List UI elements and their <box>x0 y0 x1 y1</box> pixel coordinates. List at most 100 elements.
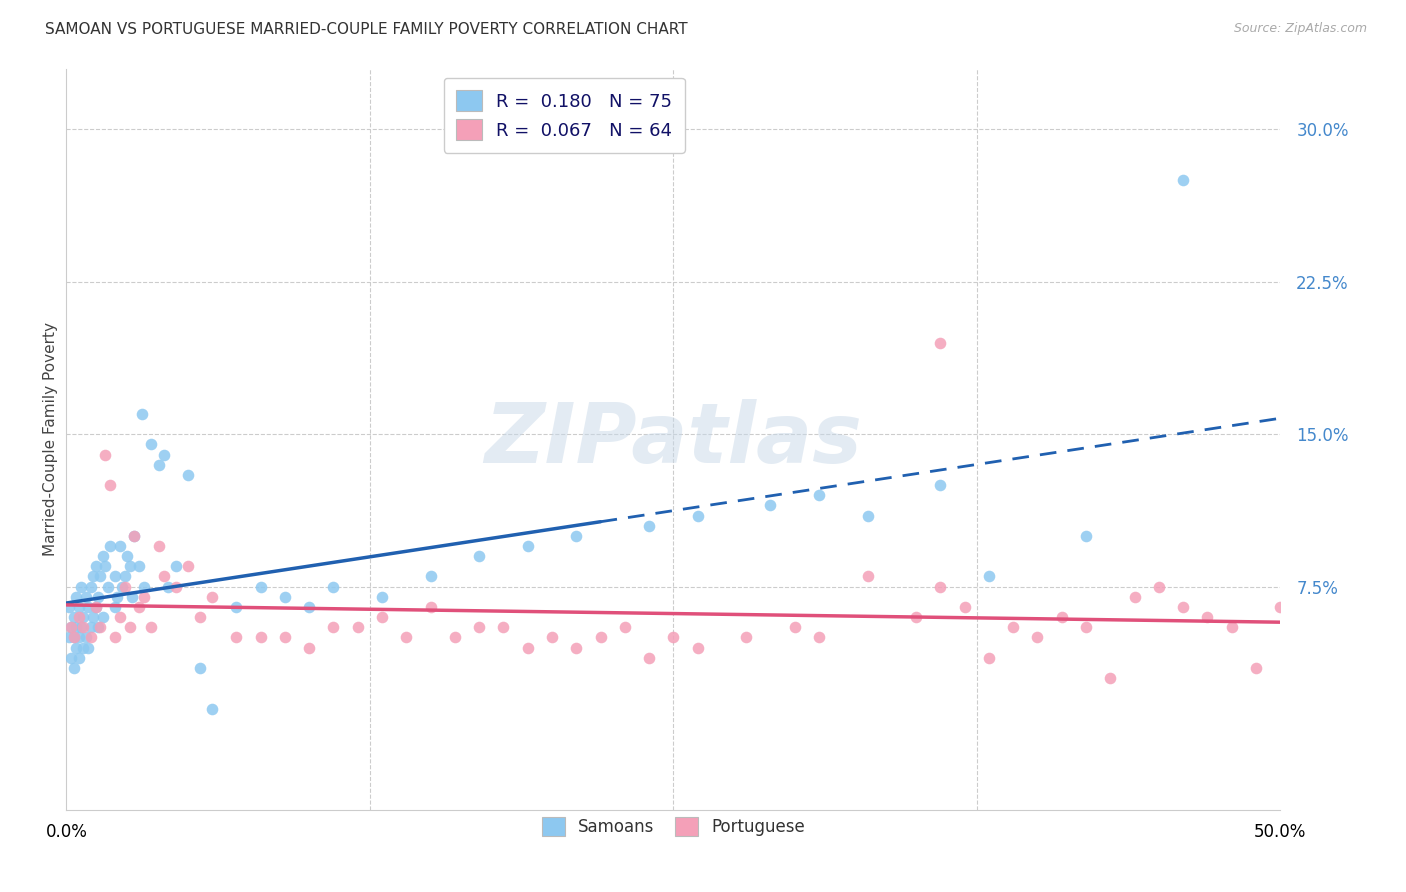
Point <box>1244 661 1267 675</box>
Point <box>118 559 141 574</box>
Point <box>395 631 418 645</box>
Point <box>108 610 131 624</box>
Point <box>589 631 612 645</box>
Point <box>67 599 90 614</box>
Point <box>70 580 93 594</box>
Point <box>121 590 143 604</box>
Point <box>62 610 84 624</box>
Point <box>91 610 114 624</box>
Point <box>84 559 107 574</box>
Point <box>141 437 163 451</box>
Point <box>1197 610 1219 624</box>
Point <box>62 661 84 675</box>
Point <box>613 620 636 634</box>
Point <box>67 610 90 624</box>
Point <box>72 640 94 655</box>
Point <box>638 518 661 533</box>
Point <box>1026 631 1049 645</box>
Point <box>249 631 271 645</box>
Point <box>274 631 297 645</box>
Point <box>80 631 103 645</box>
Point <box>84 599 107 614</box>
Point <box>201 701 224 715</box>
Point <box>94 448 117 462</box>
Point <box>977 650 1000 665</box>
Point <box>468 549 491 563</box>
Point <box>188 661 211 675</box>
Point <box>131 407 153 421</box>
Point <box>953 599 976 614</box>
Point <box>84 599 107 614</box>
Point <box>322 620 344 634</box>
Point <box>104 631 127 645</box>
Point <box>77 640 100 655</box>
Point <box>114 569 136 583</box>
Point <box>60 650 83 665</box>
Point <box>1123 590 1146 604</box>
Point <box>686 508 709 523</box>
Point <box>346 620 368 634</box>
Point <box>371 610 394 624</box>
Point <box>298 599 321 614</box>
Point <box>201 590 224 604</box>
Point <box>128 599 150 614</box>
Point <box>225 631 247 645</box>
Point <box>115 549 138 563</box>
Point <box>67 650 90 665</box>
Point <box>60 620 83 634</box>
Point <box>856 569 879 583</box>
Point <box>98 478 121 492</box>
Point <box>89 620 111 634</box>
Point <box>444 631 467 645</box>
Point <box>274 590 297 604</box>
Point <box>98 539 121 553</box>
Point <box>91 549 114 563</box>
Point <box>1270 599 1292 614</box>
Point <box>662 631 685 645</box>
Point <box>148 458 170 472</box>
Point <box>134 580 156 594</box>
Text: Source: ZipAtlas.com: Source: ZipAtlas.com <box>1233 22 1367 36</box>
Legend: Samoans, Portuguese: Samoans, Portuguese <box>534 810 811 843</box>
Point <box>152 569 174 583</box>
Point <box>124 529 146 543</box>
Point <box>516 640 538 655</box>
Point <box>104 599 127 614</box>
Point <box>165 580 187 594</box>
Point <box>807 631 830 645</box>
Point <box>735 631 758 645</box>
Point <box>1050 610 1073 624</box>
Point <box>60 620 83 634</box>
Point <box>225 599 247 614</box>
Point <box>298 640 321 655</box>
Point <box>1099 671 1122 685</box>
Point <box>322 580 344 594</box>
Point <box>72 620 94 634</box>
Point <box>565 640 588 655</box>
Point <box>249 580 271 594</box>
Point <box>80 620 103 634</box>
Point <box>75 631 97 645</box>
Point <box>1074 529 1097 543</box>
Point <box>82 610 104 624</box>
Point <box>124 529 146 543</box>
Text: ZIPatlas: ZIPatlas <box>485 399 862 480</box>
Point <box>638 650 661 665</box>
Point <box>759 499 782 513</box>
Point <box>114 580 136 594</box>
Point <box>89 569 111 583</box>
Point <box>977 569 1000 583</box>
Point <box>1147 580 1170 594</box>
Point <box>75 590 97 604</box>
Point <box>87 590 110 604</box>
Point <box>70 620 93 634</box>
Point <box>80 580 103 594</box>
Point <box>783 620 806 634</box>
Point <box>516 539 538 553</box>
Point <box>1002 620 1025 634</box>
Point <box>1220 620 1243 634</box>
Point <box>67 631 90 645</box>
Point <box>1171 599 1194 614</box>
Point <box>468 620 491 634</box>
Point <box>157 580 180 594</box>
